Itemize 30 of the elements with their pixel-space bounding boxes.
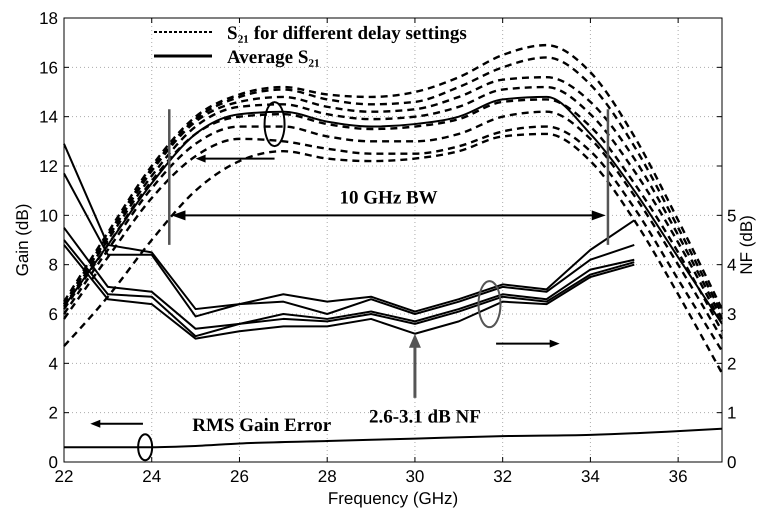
x-tick-label: 36 <box>668 467 688 486</box>
y2-tick-label: 2 <box>727 354 736 374</box>
x-axis-title: Frequency (GHz) <box>328 489 458 508</box>
annotation: RMS Gain Error <box>192 415 332 436</box>
y2-tick-label: 4 <box>727 256 736 275</box>
annotation: 2.6-3.1 dB NF <box>368 406 481 428</box>
x-tick-label: 30 <box>405 467 424 486</box>
y2-axis-title: NF (dB) <box>737 215 756 275</box>
y-tick-label: 14 <box>39 108 58 127</box>
y-tick-label: 10 <box>39 206 58 226</box>
y-tick-label: 16 <box>39 58 58 78</box>
y-tick-label: 6 <box>48 305 58 324</box>
y-tick-label: 2 <box>48 404 58 423</box>
y-tick-label: 18 <box>39 9 58 28</box>
x-tick-label: 24 <box>142 467 162 486</box>
y2-tick-label: 3 <box>727 305 736 324</box>
y2-tick-label: 0 <box>727 453 736 472</box>
x-tick-label: 34 <box>580 467 600 486</box>
x-tick-label: 26 <box>230 467 249 486</box>
y-axis-title: Gain (dB) <box>13 204 32 276</box>
y-tick-label: 4 <box>48 354 58 374</box>
legend-label: S₂₁ for different delay settings <box>227 23 467 44</box>
legend-label: Average S₂₁ <box>227 47 320 68</box>
y2-tick-label: 5 <box>727 206 736 226</box>
x-tick-label: 32 <box>493 467 512 486</box>
y-tick-label: 12 <box>39 157 58 176</box>
annotation: 10 GHz BW <box>340 187 438 208</box>
y-tick-label: 8 <box>48 256 58 275</box>
x-tick-label: 28 <box>318 467 337 486</box>
y2-tick-label: 1 <box>727 404 736 423</box>
